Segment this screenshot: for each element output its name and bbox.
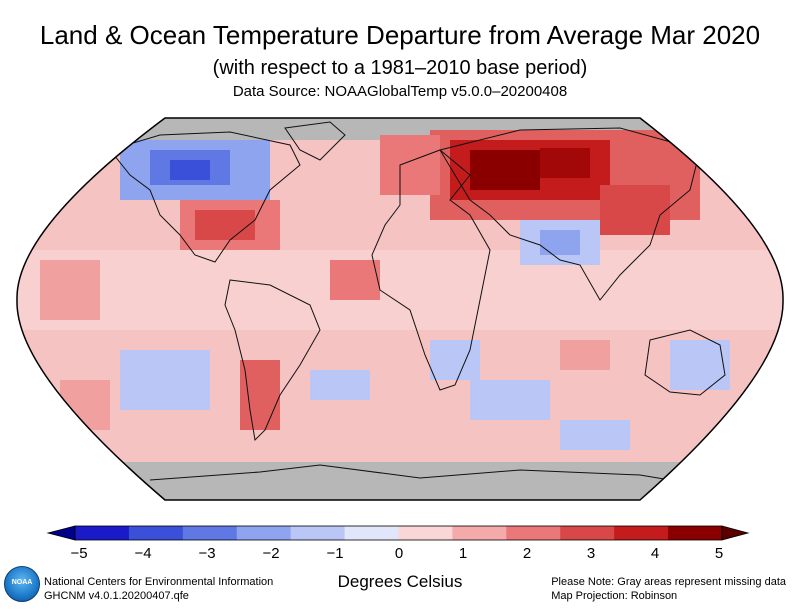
colorbar-segment bbox=[182, 526, 238, 540]
colorbar-tick-label: −1 bbox=[326, 545, 344, 562]
colorbar-segment bbox=[398, 526, 453, 540]
colorbar-low-arrow bbox=[46, 525, 76, 541]
world-anomaly-map bbox=[16, 117, 784, 501]
dataset-version: GHCNM v4.0.1.20200407.qfe bbox=[44, 590, 189, 602]
colorbar-segment bbox=[452, 526, 507, 540]
missing-data-note: Please Note: Gray areas represent missin… bbox=[551, 576, 786, 588]
south-america-outline bbox=[224, 279, 321, 442]
noaa-logo-text: NOAA bbox=[11, 579, 33, 586]
colorbar-tick-label: −2 bbox=[262, 545, 280, 562]
org-name: National Centers for Environmental Infor… bbox=[44, 576, 274, 588]
noaa-logo: NOAA bbox=[4, 566, 40, 602]
projection-note: Map Projection: Robinson bbox=[551, 590, 678, 602]
colorbar-segment bbox=[668, 526, 723, 540]
europe-africa-outline bbox=[371, 149, 491, 391]
colorbar-tick-label: 2 bbox=[522, 545, 532, 562]
antarctica-outline bbox=[149, 464, 701, 486]
colorbar-segment bbox=[614, 526, 669, 540]
colorbar-tick-label: −5 bbox=[70, 545, 88, 562]
colorbar-tick-label: 4 bbox=[650, 545, 660, 562]
colorbar-segment bbox=[344, 526, 399, 540]
colorbar-tick-label: 1 bbox=[458, 545, 468, 562]
australia-outline bbox=[644, 329, 726, 396]
asia-outline bbox=[439, 127, 701, 301]
footer-right: Please Note: Gray areas represent missin… bbox=[551, 575, 786, 603]
colorbar-segment bbox=[236, 526, 292, 540]
colorbar-segment bbox=[128, 526, 184, 540]
colorbar-tick-label: −4 bbox=[134, 545, 152, 562]
colorbar-segment bbox=[506, 526, 561, 540]
data-source: Data Source: NOAAGlobalTemp v5.0.0–20200… bbox=[232, 83, 568, 100]
map-subtitle: (with respect to a 1981–2010 base period… bbox=[212, 57, 588, 79]
colorbar-tick-label: 0 bbox=[394, 545, 404, 562]
map-title: Land & Ocean Temperature Departure from … bbox=[39, 20, 761, 50]
footer-left: National Centers for Environmental Infor… bbox=[44, 575, 273, 603]
colorbar-tick-label: 3 bbox=[586, 545, 596, 562]
colorbar-segment bbox=[560, 526, 615, 540]
colorbar-segment bbox=[75, 526, 130, 540]
colorbar-tick-label: −3 bbox=[198, 545, 216, 562]
colorbar-segment bbox=[290, 526, 346, 540]
greenland-outline bbox=[284, 121, 346, 161]
colorbar-high-arrow bbox=[721, 525, 750, 541]
colorbar-tick-label: 5 bbox=[714, 545, 724, 562]
colorbar-axis-title: Degrees Celsius bbox=[337, 572, 463, 591]
north-america-outline bbox=[109, 131, 301, 263]
